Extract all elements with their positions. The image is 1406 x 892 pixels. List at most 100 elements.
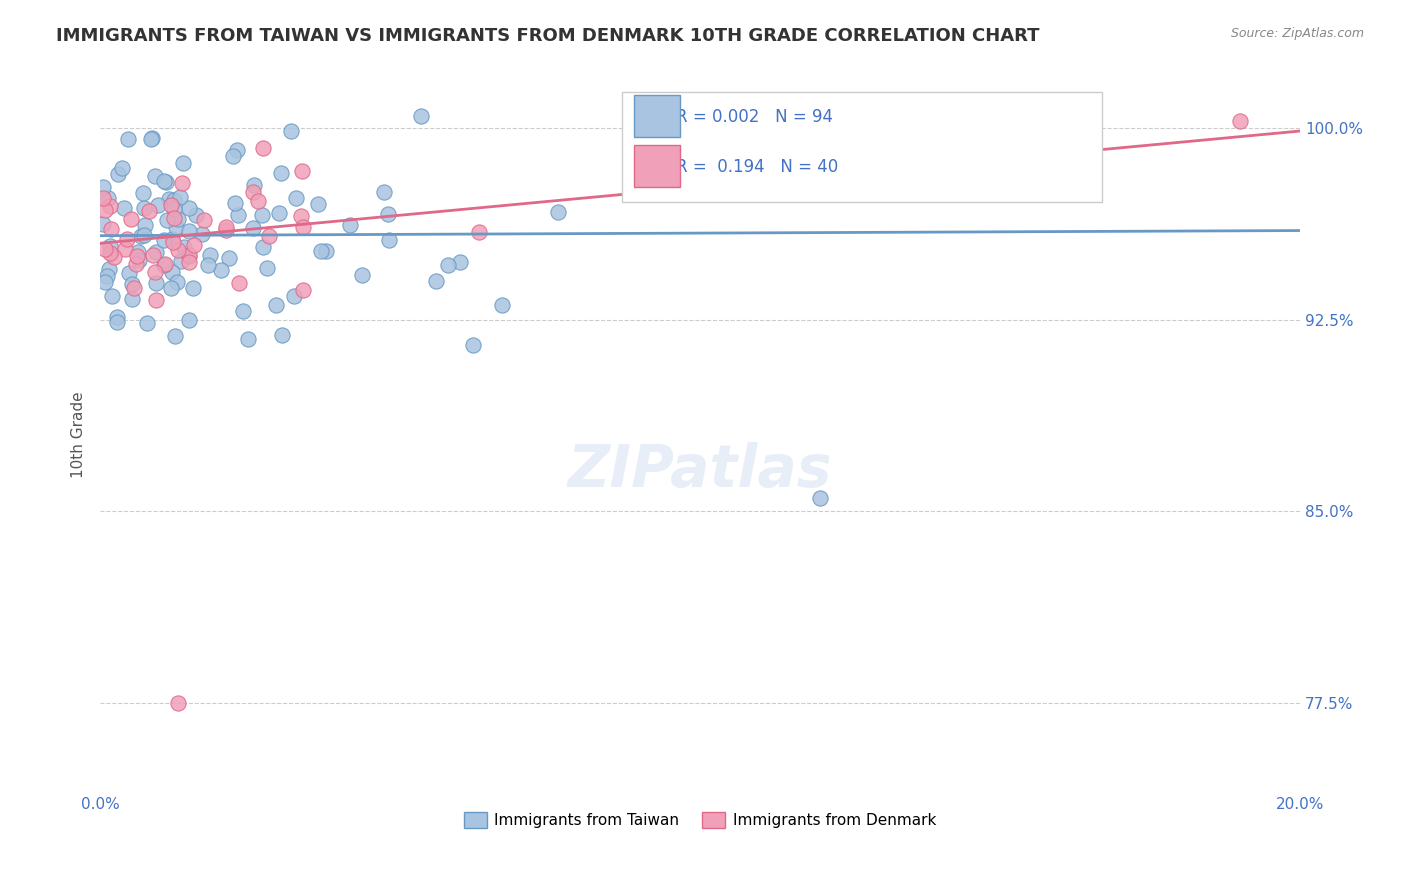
Immigrants from Taiwan bbox=[172, 156, 194, 170]
Immigrants from Taiwan bbox=[156, 212, 179, 227]
Immigrants from Taiwan bbox=[200, 248, 222, 262]
Immigrants from Taiwan bbox=[491, 298, 513, 312]
Immigrants from Taiwan bbox=[145, 244, 167, 259]
Immigrants from Denmark bbox=[292, 219, 315, 234]
Immigrants from Taiwan bbox=[121, 292, 143, 306]
Immigrants from Taiwan bbox=[547, 205, 569, 219]
Immigrants from Denmark bbox=[145, 293, 167, 307]
Immigrants from Denmark bbox=[290, 210, 312, 224]
Immigrants from Denmark bbox=[179, 248, 201, 262]
Immigrants from Taiwan bbox=[162, 232, 184, 246]
Immigrants from Taiwan bbox=[100, 289, 122, 303]
Immigrants from Denmark bbox=[292, 284, 315, 298]
Immigrants from Denmark bbox=[122, 281, 145, 295]
Immigrants from Denmark bbox=[103, 250, 125, 264]
Immigrants from Taiwan bbox=[339, 218, 361, 232]
Immigrants from Denmark bbox=[228, 276, 250, 290]
Immigrants from Denmark bbox=[120, 211, 142, 226]
Immigrants from Taiwan bbox=[218, 251, 240, 265]
Immigrants from Taiwan bbox=[121, 277, 143, 292]
Immigrants from Taiwan bbox=[315, 244, 337, 258]
Immigrants from Denmark bbox=[93, 191, 115, 205]
Immigrants from Taiwan bbox=[111, 161, 134, 175]
Immigrants from Taiwan bbox=[105, 315, 128, 329]
Immigrants from Taiwan bbox=[173, 240, 195, 254]
Immigrants from Taiwan bbox=[309, 244, 332, 259]
Immigrants from Taiwan bbox=[238, 332, 260, 346]
Text: R = 0.002   N = 94: R = 0.002 N = 94 bbox=[676, 108, 834, 126]
Immigrants from Taiwan bbox=[243, 178, 266, 193]
Immigrants from Denmark bbox=[153, 256, 176, 270]
Immigrants from Taiwan bbox=[225, 143, 247, 157]
Immigrants from Denmark bbox=[94, 202, 117, 217]
Immigrants from Taiwan bbox=[129, 229, 152, 244]
Immigrants from Denmark bbox=[242, 185, 264, 199]
Immigrants from Taiwan bbox=[153, 173, 176, 187]
Immigrants from Denmark bbox=[94, 242, 117, 256]
Immigrants from Taiwan bbox=[267, 205, 290, 219]
Immigrants from Taiwan bbox=[145, 276, 167, 290]
Immigrants from Taiwan bbox=[191, 227, 214, 242]
Immigrants from Denmark bbox=[142, 248, 165, 262]
Immigrants from Taiwan bbox=[184, 208, 207, 222]
Immigrants from Taiwan bbox=[139, 132, 162, 146]
Immigrants from Taiwan bbox=[222, 148, 245, 162]
Immigrants from Taiwan bbox=[167, 211, 190, 226]
Immigrants from Denmark bbox=[257, 229, 280, 244]
Immigrants from Denmark bbox=[291, 163, 314, 178]
Immigrants from Taiwan bbox=[163, 193, 186, 207]
Immigrants from Taiwan bbox=[270, 166, 292, 180]
Immigrants from Taiwan bbox=[256, 260, 278, 275]
FancyBboxPatch shape bbox=[621, 92, 1102, 202]
Immigrants from Taiwan bbox=[181, 280, 204, 294]
Y-axis label: 10th Grade: 10th Grade bbox=[72, 392, 86, 478]
Immigrants from Taiwan bbox=[437, 258, 460, 272]
Immigrants from Taiwan bbox=[179, 224, 201, 238]
Immigrants from Taiwan bbox=[155, 175, 177, 189]
Immigrants from Denmark bbox=[98, 199, 121, 213]
Immigrants from Taiwan bbox=[112, 201, 135, 215]
Immigrants from Taiwan bbox=[105, 310, 128, 324]
Immigrants from Denmark bbox=[100, 222, 122, 236]
Immigrants from Denmark bbox=[159, 198, 181, 212]
Immigrants from Taiwan bbox=[373, 185, 395, 199]
Immigrants from Taiwan bbox=[98, 261, 121, 276]
Immigrants from Denmark bbox=[115, 232, 138, 246]
Immigrants from Taiwan bbox=[232, 303, 254, 318]
Immigrants from Taiwan bbox=[132, 186, 155, 200]
Immigrants from Denmark bbox=[179, 255, 201, 269]
Immigrants from Denmark bbox=[1229, 113, 1251, 128]
Immigrants from Taiwan bbox=[308, 197, 330, 211]
Immigrants from Taiwan bbox=[163, 202, 186, 216]
Immigrants from Taiwan bbox=[127, 245, 149, 260]
Immigrants from Taiwan bbox=[141, 130, 163, 145]
Immigrants from Taiwan bbox=[224, 195, 246, 210]
Immigrants from Taiwan bbox=[209, 263, 232, 277]
Immigrants from Denmark bbox=[193, 212, 215, 227]
Immigrants from Denmark bbox=[172, 176, 194, 190]
Immigrants from Taiwan bbox=[128, 252, 150, 267]
Immigrants from Taiwan bbox=[118, 267, 141, 281]
Text: IMMIGRANTS FROM TAIWAN VS IMMIGRANTS FROM DENMARK 10TH GRADE CORRELATION CHART: IMMIGRANTS FROM TAIWAN VS IMMIGRANTS FRO… bbox=[56, 27, 1040, 45]
Immigrants from Taiwan bbox=[134, 219, 156, 233]
Immigrants from Taiwan bbox=[153, 233, 176, 247]
Immigrants from Taiwan bbox=[153, 258, 176, 272]
Immigrants from Denmark bbox=[125, 257, 148, 271]
Immigrants from Taiwan bbox=[97, 191, 120, 205]
Immigrants from Denmark bbox=[138, 204, 160, 219]
Immigrants from Taiwan bbox=[377, 233, 399, 247]
Immigrants from Taiwan bbox=[284, 191, 307, 205]
Immigrants from Taiwan bbox=[134, 227, 156, 242]
Immigrants from Denmark bbox=[167, 243, 190, 257]
Immigrants from Denmark bbox=[114, 242, 136, 256]
Immigrants from Taiwan bbox=[283, 289, 305, 303]
Immigrants from Denmark bbox=[215, 223, 238, 237]
Immigrants from Taiwan bbox=[96, 268, 118, 283]
Immigrants from Taiwan bbox=[160, 281, 183, 295]
Immigrants from Taiwan bbox=[162, 265, 184, 279]
FancyBboxPatch shape bbox=[634, 95, 679, 136]
FancyBboxPatch shape bbox=[634, 145, 679, 186]
Immigrants from Taiwan bbox=[91, 217, 114, 231]
Immigrants from Taiwan bbox=[226, 208, 249, 222]
Immigrants from Taiwan bbox=[411, 109, 433, 123]
